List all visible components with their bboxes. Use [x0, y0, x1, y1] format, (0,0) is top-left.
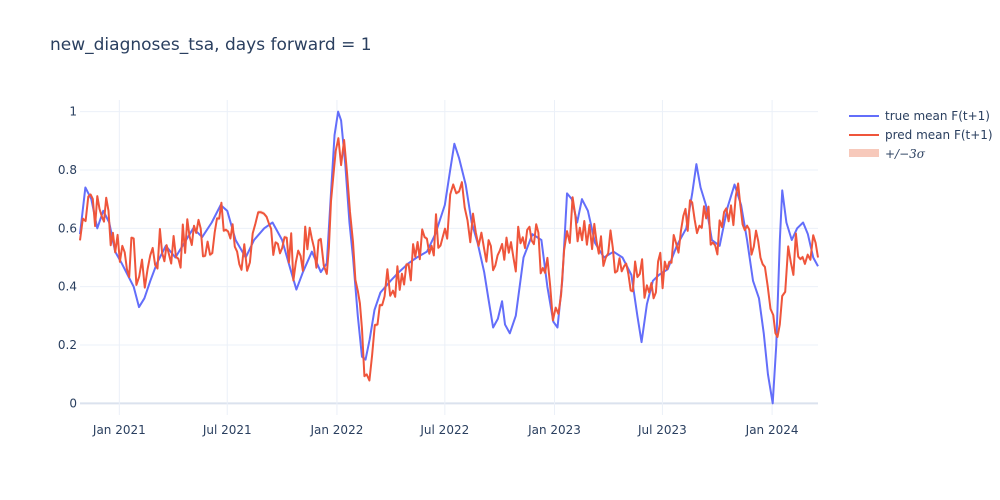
legend[interactable]: true mean F(t+1) pred mean F(t+1) +/−3σ: [849, 109, 993, 161]
grid: [80, 100, 818, 415]
x-tick-label: Jan 2021: [92, 423, 146, 437]
legend-swatch-band: [849, 149, 879, 157]
legend-item-band[interactable]: +/−3σ: [849, 147, 926, 161]
x-tick-label: Jan 2022: [309, 423, 363, 437]
x-tick-label: Jul 2022: [419, 423, 469, 437]
legend-label-pred-mean: pred mean F(t+1): [885, 128, 993, 142]
x-tick-label: Jan 2023: [527, 423, 581, 437]
legend-item-pred-mean[interactable]: pred mean F(t+1): [849, 128, 993, 142]
legend-label-band: +/−3σ: [885, 147, 926, 161]
x-tick-label: Jan 2024: [745, 423, 799, 437]
y-tick-label: 0.2: [58, 338, 77, 352]
x-tick-label: Jul 2021: [202, 423, 252, 437]
series-line-true-mean: [79, 110, 819, 405]
series-line-pred-mean: [79, 137, 819, 382]
y-tick-label: 0.8: [58, 163, 77, 177]
axis-labels: 0 0.2 0.4 0.6 0.8 1 Jan 2021 Jul 2021 Jan 2022 Ju…: [58, 105, 799, 437]
series-layer: [79, 110, 819, 405]
chart-title: new_diagnoses_tsa, days forward = 1: [50, 35, 372, 55]
y-tick-label: 0: [69, 396, 77, 410]
y-tick-label: 0.6: [58, 221, 77, 235]
x-tick-label: Jul 2023: [637, 423, 687, 437]
y-tick-label: 0.4: [58, 280, 77, 294]
legend-label-true-mean: true mean F(t+1): [885, 109, 990, 123]
y-tick-label: 1: [69, 105, 77, 119]
legend-item-true-mean[interactable]: true mean F(t+1): [849, 109, 990, 123]
